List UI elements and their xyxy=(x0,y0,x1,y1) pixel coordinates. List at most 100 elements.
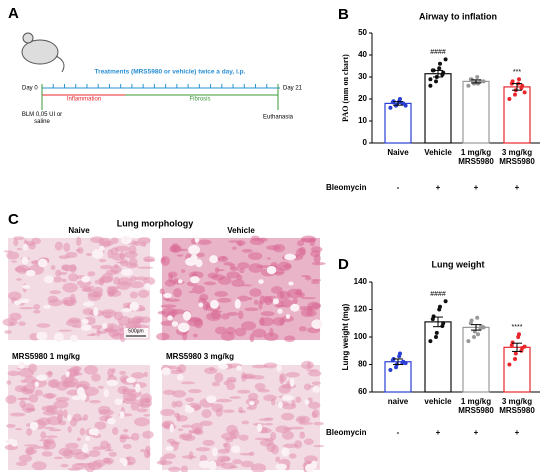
tissue xyxy=(298,422,313,425)
tissue xyxy=(111,368,116,373)
tissue xyxy=(87,461,103,470)
inflammation-label: Inflammation xyxy=(67,97,101,103)
scale-bar-box xyxy=(124,328,148,338)
tissue xyxy=(296,288,303,296)
tissue xyxy=(55,269,62,277)
tissue xyxy=(63,385,77,388)
tissue xyxy=(281,412,295,421)
data-point xyxy=(507,362,512,367)
data-point xyxy=(475,315,480,320)
group-value: - xyxy=(396,428,400,437)
data-point xyxy=(428,83,433,88)
group-value: + xyxy=(473,428,479,437)
tissue xyxy=(224,437,234,443)
data-point xyxy=(513,357,517,361)
tissue xyxy=(18,454,33,463)
tissue xyxy=(202,439,215,446)
x-tick-label: 3 mg/kg MRS5980 xyxy=(499,148,535,166)
tissue xyxy=(19,307,34,310)
tissue xyxy=(58,255,70,260)
data-point xyxy=(513,92,517,97)
tissue xyxy=(301,360,314,370)
tissue xyxy=(98,405,111,414)
tissue xyxy=(16,397,31,401)
bar xyxy=(462,80,490,144)
tissue xyxy=(224,442,231,452)
tissue xyxy=(306,369,319,372)
tissue xyxy=(160,408,175,417)
x-tick-label: 3 mg/kg MRS5980 xyxy=(499,397,535,415)
tissue xyxy=(238,434,249,441)
alveolus xyxy=(209,255,218,264)
y-tick-label: 0 xyxy=(363,138,368,147)
alveolus xyxy=(258,279,264,284)
tissue xyxy=(25,240,35,246)
tissue xyxy=(131,372,145,379)
tissue xyxy=(303,383,312,391)
alveolus xyxy=(288,281,294,286)
alveolus xyxy=(126,377,136,383)
tissue xyxy=(252,328,267,338)
tissue xyxy=(2,318,18,327)
tissue xyxy=(32,461,47,471)
group-value: + xyxy=(514,428,520,437)
tissue xyxy=(172,390,187,398)
tissue xyxy=(53,456,64,460)
tissue xyxy=(123,428,129,433)
micrograph-label: MRS5980 3 mg/kg xyxy=(166,352,234,361)
tissue xyxy=(84,365,98,375)
tissue xyxy=(15,428,23,431)
tissue xyxy=(207,272,219,279)
tissue xyxy=(311,262,326,266)
alveolus xyxy=(289,377,295,387)
tissue xyxy=(137,237,151,244)
tissue xyxy=(60,463,69,468)
tissue xyxy=(264,417,274,420)
data-point xyxy=(476,81,480,86)
end-event: Euthanasia xyxy=(263,115,294,121)
tissue xyxy=(117,316,131,326)
tissue xyxy=(288,426,305,430)
group-value: + xyxy=(473,183,479,192)
tissue xyxy=(6,251,20,260)
alveolus xyxy=(275,463,287,470)
tissue xyxy=(299,431,305,435)
chart-title: Airway to inflation xyxy=(419,11,497,21)
x-tick-label: vehicle xyxy=(424,397,452,406)
alveolus xyxy=(305,463,315,472)
tissue xyxy=(6,380,12,385)
alveolus xyxy=(284,253,296,261)
alveolus xyxy=(121,308,132,313)
tissue xyxy=(241,284,252,287)
treatment-label: Treatments (MRS5980 or vehicle) twice a … xyxy=(95,69,246,76)
tissue xyxy=(43,426,56,430)
alveolus xyxy=(190,276,200,284)
tissue xyxy=(250,463,267,472)
alveolus xyxy=(103,388,110,398)
tissue xyxy=(257,388,270,393)
significance: #### xyxy=(430,49,446,56)
tissue xyxy=(99,264,113,270)
tissue xyxy=(229,266,240,271)
alveolus xyxy=(70,334,78,343)
alveolus xyxy=(272,298,279,305)
tissue xyxy=(226,424,238,435)
tissue xyxy=(221,432,237,440)
tissue xyxy=(199,454,208,463)
tissue xyxy=(175,400,183,408)
alveolus xyxy=(171,321,179,327)
tissue xyxy=(62,449,74,459)
tissue xyxy=(41,451,53,457)
alveolus xyxy=(161,367,171,376)
tissue xyxy=(104,460,113,464)
data-point xyxy=(466,339,471,344)
tissue xyxy=(182,332,188,341)
tissue xyxy=(54,241,63,251)
tissue xyxy=(87,292,101,302)
alveolus xyxy=(85,436,91,441)
tissue xyxy=(199,293,209,302)
tissue xyxy=(254,382,266,391)
tissue xyxy=(52,276,63,283)
y-tick-label: 140 xyxy=(354,277,368,286)
